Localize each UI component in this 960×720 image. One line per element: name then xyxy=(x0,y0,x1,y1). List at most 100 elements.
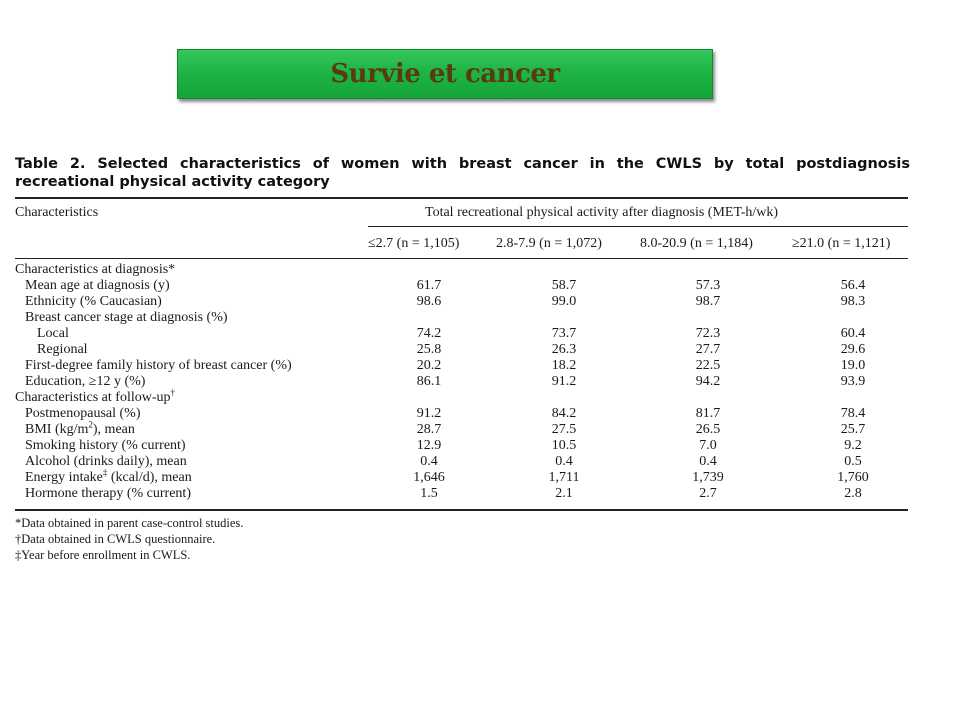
row-label: Hormone therapy (% current) xyxy=(25,486,191,502)
header-col-3: 8.0-20.9 (n = 1,184) xyxy=(640,236,753,251)
footnote-mark: ‡ xyxy=(102,467,108,478)
table-cell: 18.2 xyxy=(551,358,577,373)
row-label-text: Mean age at diagnosis (y) xyxy=(25,278,170,293)
table-cell: 22.5 xyxy=(695,358,721,373)
table-cell: 2.1 xyxy=(555,486,573,501)
table-cell: 1,760 xyxy=(837,470,869,485)
row-label-text: Energy intake xyxy=(25,470,103,485)
table-cell: 19.0 xyxy=(840,358,866,373)
row-label: Education, ≥12 y (%) xyxy=(25,374,145,390)
row-label-text: Local xyxy=(37,326,69,341)
row-label-text: Regional xyxy=(37,342,88,357)
title-banner: Survie et cancer xyxy=(177,49,713,99)
table-top-rule xyxy=(15,197,908,199)
table-row: Regional 25.8 26.3 27.7 29.6 xyxy=(15,342,908,358)
row-label: Postmenopausal (%) xyxy=(25,406,140,422)
header-col-2: 2.8-7.9 (n = 1,072) xyxy=(496,236,602,251)
table-cell: 9.2 xyxy=(844,438,862,453)
table-cell: 91.2 xyxy=(416,406,442,421)
table-row: Hormone therapy (% current) 1.5 2.1 2.7 2.8 xyxy=(15,486,908,502)
row-label-text: Education, ≥12 y (%) xyxy=(25,374,146,389)
row-label: Regional xyxy=(37,342,88,358)
header-group-rule xyxy=(368,226,908,227)
row-label-text: BMI (kg/m xyxy=(25,422,89,437)
table-cell: 28.7 xyxy=(416,422,442,437)
table-cell: 2.8 xyxy=(844,486,862,501)
table-cell: 25.7 xyxy=(840,422,866,437)
table-cell: 0.4 xyxy=(420,454,438,469)
table-row: Education, ≥12 y (%) 86.1 91.2 94.2 93.9 xyxy=(15,374,908,390)
table-row: Breast cancer stage at diagnosis (%) xyxy=(15,310,908,326)
table-cell: 1,711 xyxy=(548,470,580,485)
table-cell: 0.4 xyxy=(699,454,717,469)
row-label-text: Smoking history (% current) xyxy=(25,438,186,453)
row-label-text: Characteristics at follow-up xyxy=(15,390,171,405)
header-characteristics: Characteristics xyxy=(15,205,99,220)
header-group-label: Total recreational physical activity aft… xyxy=(425,205,779,220)
row-label: BMI (kg/m2), mean xyxy=(25,419,135,438)
header-col-4: ≥21.0 (n = 1,121) xyxy=(792,236,891,251)
table-cell: 27.5 xyxy=(551,422,577,437)
table-cell: 91.2 xyxy=(551,374,577,389)
table-cell: 0.4 xyxy=(555,454,573,469)
row-label: Characteristics at follow-up† xyxy=(15,387,176,406)
row-label-text: Alcohol (drinks daily), mean xyxy=(25,454,187,469)
table-cell: 1,646 xyxy=(413,470,445,485)
table-cell: 58.7 xyxy=(551,278,577,293)
table-row: Postmenopausal (%) 91.2 84.2 81.7 78.4 xyxy=(15,406,908,422)
table-cell: 98.6 xyxy=(416,294,442,309)
header-bottom-rule xyxy=(15,258,908,259)
table-row: Ethnicity (% Caucasian) 98.6 99.0 98.7 98.3 xyxy=(15,294,908,310)
row-label: Smoking history (% current) xyxy=(25,438,186,454)
row-label-text: First-degree family history of breast ca… xyxy=(25,358,292,373)
table-cell: 0.5 xyxy=(844,454,862,469)
row-label-text: Hormone therapy (% current) xyxy=(25,486,191,501)
table-cell: 29.6 xyxy=(840,342,866,357)
table-cell: 7.0 xyxy=(699,438,717,453)
table-row: Energy intake‡ (kcal/d), mean 1,646 1,711 1… xyxy=(15,467,908,486)
footnote: †Data obtained in CWLS questionnaire. xyxy=(15,532,216,546)
table-cell: 78.4 xyxy=(840,406,866,421)
footnote: *Data obtained in parent case-control st… xyxy=(15,516,244,530)
table-cell: 61.7 xyxy=(416,278,442,293)
table-cell: 25.8 xyxy=(416,342,442,357)
row-label: Mean age at diagnosis (y) xyxy=(25,278,170,294)
table-cell: 73.7 xyxy=(551,326,577,341)
header-col-1: ≤2.7 (n = 1,105) xyxy=(368,236,460,251)
table-cell: 99.0 xyxy=(551,294,577,309)
row-label-text: Postmenopausal (%) xyxy=(25,406,141,421)
table-cell: 56.4 xyxy=(840,278,866,293)
superscript: 2 xyxy=(88,419,93,430)
footnote-mark: † xyxy=(170,387,176,398)
table-caption: Table 2. Selected characteristics of wom… xyxy=(15,156,910,190)
table-cell: 72.3 xyxy=(695,326,721,341)
table-cell: 20.2 xyxy=(416,358,442,373)
table-cell: 98.7 xyxy=(695,294,721,309)
table-row: BMI (kg/m2), mean 28.7 27.5 26.5 25.7 xyxy=(15,419,908,438)
table-bottom-rule xyxy=(15,509,908,511)
table-cell: 98.3 xyxy=(840,294,866,309)
table-cell: 84.2 xyxy=(551,406,577,421)
row-label-suffix: (kcal/d), mean xyxy=(107,470,192,485)
table-cell: 60.4 xyxy=(840,326,866,341)
row-label: Local xyxy=(37,326,69,342)
row-label: First-degree family history of breast ca… xyxy=(25,358,292,374)
table-row: First-degree family history of breast ca… xyxy=(15,358,908,374)
row-label-text: Ethnicity (% Caucasian) xyxy=(25,294,162,309)
table-row: Local 74.2 73.7 72.3 60.4 xyxy=(15,326,908,342)
row-label: Energy intake‡ (kcal/d), mean xyxy=(25,467,192,486)
row-label-suffix: ), mean xyxy=(92,422,135,437)
row-label: Characteristics at diagnosis* xyxy=(15,262,175,278)
row-label-text: Characteristics at diagnosis* xyxy=(15,262,176,277)
table-row: Characteristics at diagnosis* xyxy=(15,262,908,278)
row-label-text: Breast cancer stage at diagnosis (%) xyxy=(25,310,228,325)
table-cell: 27.7 xyxy=(695,342,721,357)
table-cell: 93.9 xyxy=(840,374,866,389)
slide-title: Survie et cancer xyxy=(330,59,560,89)
table-row: Mean age at diagnosis (y) 61.7 58.7 57.3 56.… xyxy=(15,278,908,294)
table-cell: 74.2 xyxy=(416,326,442,341)
table-row: Characteristics at follow-up† xyxy=(15,387,908,406)
row-label: Breast cancer stage at diagnosis (%) xyxy=(25,310,228,326)
table-cell: 81.7 xyxy=(695,406,721,421)
row-label: Ethnicity (% Caucasian) xyxy=(25,294,162,310)
